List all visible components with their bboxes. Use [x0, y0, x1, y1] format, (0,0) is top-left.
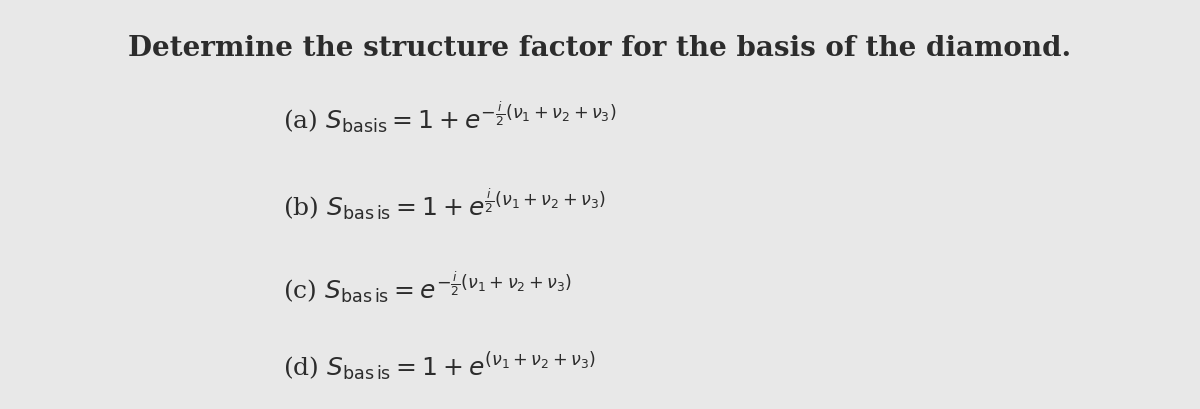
Text: (b) $S_{\mathrm{bas\,is}} = 1 + e^{\frac{i}{2}(\nu_1 + \nu_2 + \nu_3)}$: (b) $S_{\mathrm{bas\,is}} = 1 + e^{\frac… — [283, 187, 606, 222]
Text: (c) $S_{\mathrm{bas\,is}} = e^{-\frac{i}{2}(\nu_1 + \nu_2 + \nu_3)}$: (c) $S_{\mathrm{bas\,is}} = e^{-\frac{i}… — [283, 270, 572, 306]
Text: (d) $S_{\mathrm{bas\,is}} = 1 + e^{(\nu_1 + \nu_2 + \nu_3)}$: (d) $S_{\mathrm{bas\,is}} = 1 + e^{(\nu_… — [283, 350, 596, 383]
Text: (a) $S_{\mathrm{basis}} = 1 + e^{-\frac{i}{2}(\nu_1 + \nu_2 + \nu_3)}$: (a) $S_{\mathrm{basis}} = 1 + e^{-\frac{… — [283, 99, 617, 136]
Text: Determine the structure factor for the basis of the diamond.: Determine the structure factor for the b… — [128, 35, 1072, 62]
